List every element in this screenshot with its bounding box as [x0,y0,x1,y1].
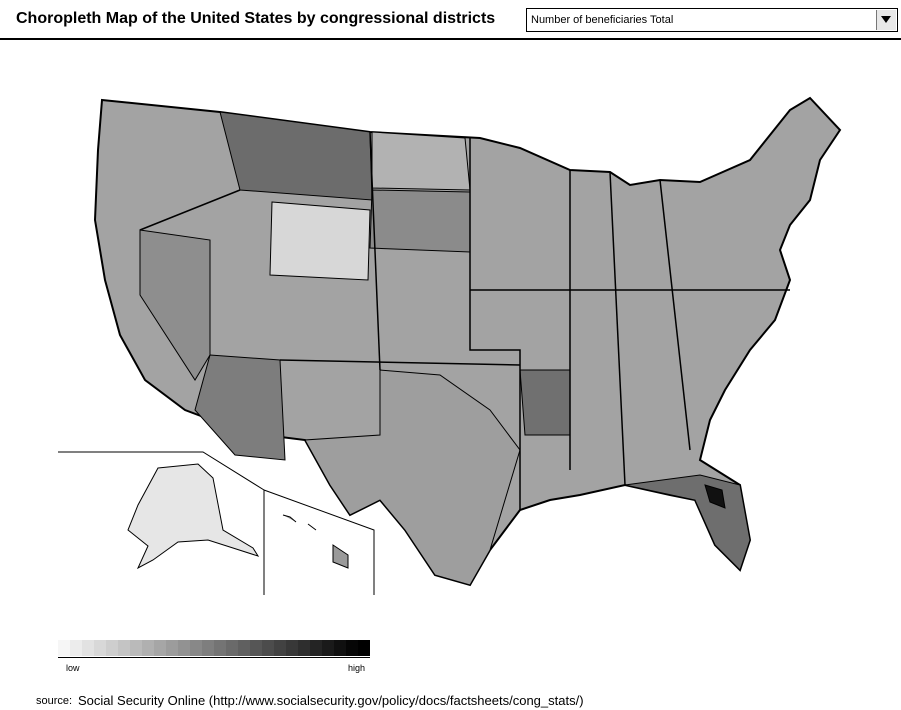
alaska-hawaii-inset [58,451,375,595]
legend-swatch [118,640,131,656]
wyoming-region[interactable] [269,201,371,281]
nevada-region[interactable] [139,229,211,381]
legend-swatch [226,640,239,656]
legend-swatch [238,640,251,656]
florida-dark-district[interactable] [704,484,726,509]
legend-swatch [358,640,371,656]
map-legend: low high [58,640,371,673]
legend-low-label: low [66,663,80,673]
source-label: source: [36,695,73,707]
legend-axis [58,657,370,658]
legend-swatch [274,640,287,656]
legend-swatch [82,640,95,656]
legend-swatch [346,640,359,656]
page-title: Choropleth Map of the United States by c… [16,10,496,27]
legend-swatch [70,640,83,656]
florida-region[interactable] [624,474,751,571]
legend-swatch [130,640,143,656]
chevron-down-icon [881,16,891,23]
hawaii-map[interactable] [282,514,349,569]
texas-region[interactable] [304,369,521,586]
legend-swatch [106,640,119,656]
legend-swatch [190,640,203,656]
legend-swatch [178,640,191,656]
legend-swatch [58,640,71,656]
legend-swatch [250,640,263,656]
header-divider [0,38,901,40]
legend-swatch [202,640,215,656]
state-borders [139,131,790,510]
legend-high-label: high [348,663,366,673]
arizona-region[interactable] [194,354,286,461]
legend-swatch [142,640,155,656]
alaska-map[interactable] [127,463,260,570]
legend-swatch [262,640,275,656]
measure-dropdown[interactable]: Number of beneficiaries Total [526,8,898,32]
north-dakota-region[interactable] [371,131,471,191]
legend-swatch [334,640,347,656]
arkansas-region[interactable] [519,369,571,436]
legend-swatch [214,640,227,656]
legend-swatch [322,640,335,656]
legend-swatch [94,640,107,656]
legend-swatch [166,640,179,656]
montana-region[interactable] [219,111,373,201]
legend-swatch [286,640,299,656]
source-citation: Social Security Online (http://www.socia… [78,693,584,708]
measure-dropdown-value: Number of beneficiaries Total [531,14,674,26]
legend-swatch [154,640,167,656]
dropdown-button[interactable] [876,10,896,30]
choropleth-map[interactable] [50,90,870,590]
legend-swatch [298,640,311,656]
legend-swatch [310,640,323,656]
legend-color-ramp [58,640,371,656]
south-dakota-region[interactable] [369,189,471,253]
